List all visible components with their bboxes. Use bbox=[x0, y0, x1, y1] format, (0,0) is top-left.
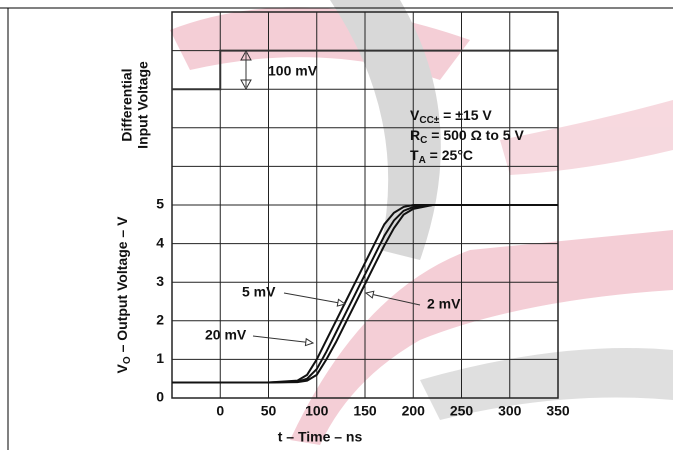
leader-line bbox=[283, 292, 346, 305]
y-tick-label: 3 bbox=[156, 273, 164, 289]
series-label: 5 mV bbox=[242, 284, 276, 300]
condition-main: R bbox=[410, 127, 420, 143]
condition: TA = 25°C bbox=[410, 147, 473, 166]
x-tick-label: 250 bbox=[450, 403, 474, 419]
y-tick-label: 4 bbox=[156, 234, 164, 250]
condition: VCC± = ±15 V bbox=[410, 107, 492, 126]
series-label: 2 mV bbox=[427, 296, 461, 312]
condition-rest: = 500 Ω to 5 V bbox=[427, 127, 524, 143]
input-label: Differential Input Voltage bbox=[119, 61, 151, 149]
condition-main: T bbox=[410, 147, 419, 163]
leader-line bbox=[365, 292, 421, 306]
leader-arrow bbox=[304, 337, 315, 347]
leader-arrow bbox=[364, 290, 375, 299]
x-tick-label: 200 bbox=[402, 403, 426, 419]
input-label-line: Differential bbox=[119, 68, 135, 141]
y-tick-label: 0 bbox=[156, 389, 164, 405]
y-tick-label: 1 bbox=[156, 350, 164, 366]
condition: RC = 500 Ω to 5 V bbox=[410, 127, 524, 146]
condition-rest: = ±15 V bbox=[439, 107, 492, 123]
y-axis-label: VO – Output Voltage – V bbox=[114, 216, 133, 374]
x-tick-label: 0 bbox=[216, 403, 224, 419]
x-tick-label: 350 bbox=[546, 403, 570, 419]
leader-arrow bbox=[336, 298, 347, 307]
input-trace bbox=[172, 49, 558, 91]
condition-rest: = 25°C bbox=[426, 147, 473, 163]
condition-sub: CC± bbox=[419, 115, 439, 126]
series-label: 20 mV bbox=[205, 327, 247, 343]
x-axis-label: t – Time – ns bbox=[278, 429, 363, 445]
step-label: 100 mV bbox=[268, 63, 318, 79]
x-tick-label: 100 bbox=[305, 403, 329, 419]
x-tick-label: 300 bbox=[498, 403, 522, 419]
condition-main: V bbox=[410, 107, 420, 123]
y-axis-label-text: VO – Output Voltage – V bbox=[114, 216, 133, 374]
output-curve bbox=[172, 204, 558, 384]
output-curve bbox=[172, 204, 558, 384]
condition-sub: C bbox=[420, 135, 427, 146]
x-tick-label: 50 bbox=[261, 403, 277, 419]
x-tick-label: 150 bbox=[353, 403, 377, 419]
step-arrow-heads bbox=[240, 49, 252, 91]
watermark bbox=[170, 0, 673, 445]
output-curve bbox=[172, 204, 558, 384]
input-label-line: Input Voltage bbox=[135, 61, 151, 149]
leader-line bbox=[252, 335, 314, 344]
marks bbox=[172, 49, 558, 384]
condition-sub: A bbox=[419, 155, 426, 166]
y-tick-label: 5 bbox=[156, 196, 164, 212]
y-tick-label: 2 bbox=[156, 312, 164, 328]
